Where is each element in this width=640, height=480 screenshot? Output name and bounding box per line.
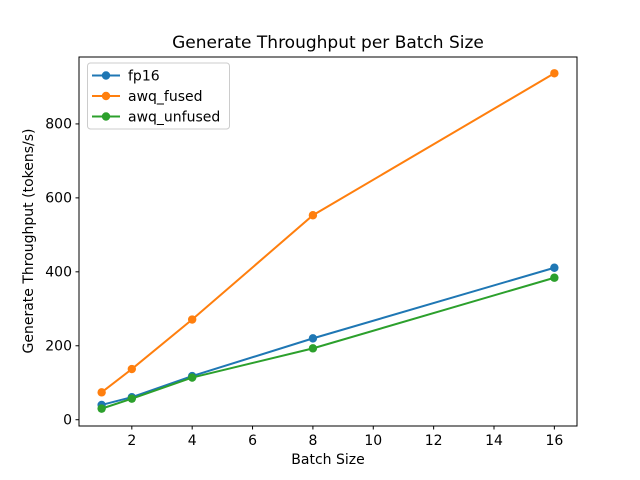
legend-label-fp16: fp16 [128, 69, 160, 85]
data-point-awq_unfused-bs1 [97, 404, 106, 413]
legend-item-fp16: fp16 [92, 69, 160, 85]
legend-marker-icon [101, 71, 111, 80]
y-tick-label: 600 [45, 191, 72, 207]
legend-label-awq_unfused: awq_unfused [128, 110, 220, 126]
x-tick-label: 12 [425, 433, 443, 449]
data-point-awq_unfused-bs2 [127, 394, 137, 403]
data-point-awq_fused-bs16 [550, 69, 559, 78]
plot-frame [78, 56, 578, 427]
legend: fp16 awq_fused awq_unfused [87, 62, 230, 130]
x-tick-label: 4 [188, 433, 197, 449]
data-point-awq_fused-bs2 [127, 364, 137, 374]
y-tick-label: 200 [45, 339, 72, 355]
data-point-awq_unfused-bs8 [308, 344, 318, 353]
legend-item-awq_fused: awq_fused [92, 89, 203, 105]
x-tick-label: 16 [545, 433, 563, 449]
plot-layer: 2 4 6 8 10 12 14 16 0 200 400 600 800 fp16 awq_fusedaw… [45, 56, 578, 449]
legend-marker-icon [101, 91, 111, 101]
x-tick-label: 2 [127, 433, 136, 449]
x-tick-label: 8 [308, 433, 317, 449]
legend-label-awq_fused: awq_fused [128, 89, 203, 105]
data-point-fp16-bs16 [550, 263, 559, 272]
legend-item-awq_unfused: awq_unfused [92, 110, 220, 126]
series-line-awq_unfused [100, 276, 556, 410]
y-axis-label: Generate Throughput (tokens/s) [21, 129, 37, 354]
data-point-awq_fused-bs1 [97, 388, 106, 397]
data-point-awq_unfused-bs4 [187, 373, 197, 382]
y-tick-label: 800 [45, 117, 72, 133]
series-line-fp16 [100, 266, 556, 406]
chart-title: Generate Throughput per Batch Size [172, 33, 484, 53]
x-axis-label: Batch Size [291, 452, 364, 468]
data-point-awq_fused-bs4 [187, 315, 197, 324]
y-tick-label: 400 [45, 265, 72, 281]
data-point-awq_fused-bs8 [308, 211, 318, 220]
x-tick-label: 10 [364, 433, 382, 449]
legend-box [87, 62, 230, 130]
data-point-awq_unfused-bs16 [550, 273, 559, 282]
x-tick-label: 14 [485, 433, 503, 449]
y-tick-label: 0 [63, 413, 72, 429]
x-tick-label: 6 [248, 433, 257, 449]
legend-marker-icon [101, 112, 111, 121]
data-point-fp16-bs8 [308, 334, 318, 343]
